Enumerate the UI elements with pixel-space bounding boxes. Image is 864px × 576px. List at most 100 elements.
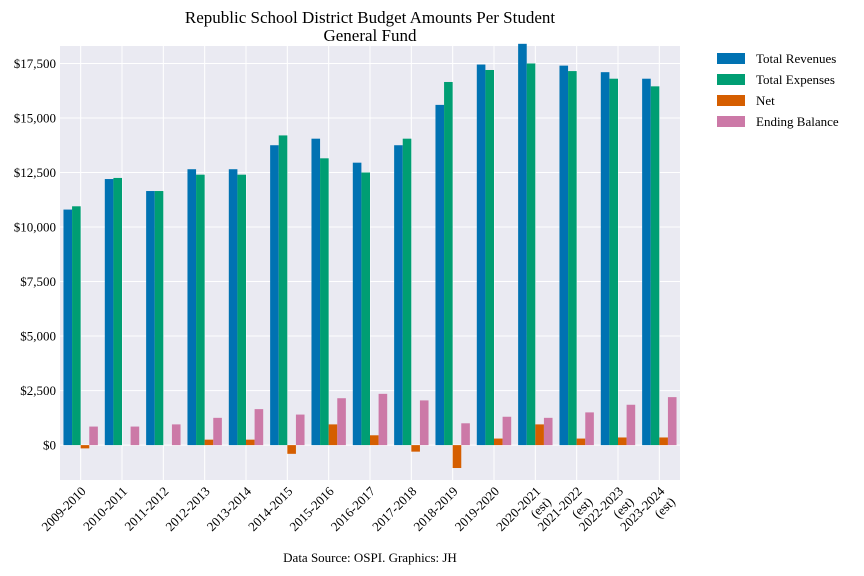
legend-label: Total Expenses [756,72,835,87]
x-tick-label: 2017-2018 [369,484,419,534]
bar-net [246,439,255,446]
bar-total-revenues [476,64,486,446]
bar-total-revenues [104,179,114,446]
x-tick-label: 2012-2013 [162,484,212,534]
legend: Total Revenues Total Expenses Net Ending Ba… [717,51,839,129]
bar-ending-balance [254,409,264,446]
bar-total-revenues [146,191,155,446]
bars [63,43,677,469]
legend-swatch [717,116,745,127]
x-tick-label-text: 2014-2015 [245,484,295,534]
bar-ending-balance [378,393,388,446]
bar-total-expenses [609,78,618,446]
bar-total-expenses [568,71,577,446]
y-tick-label: $10,000 [14,220,56,235]
bar-total-expenses [237,174,246,446]
legend-label: Ending Balance [756,114,839,129]
bar-ending-balance [502,416,512,446]
x-tick-labels: 2009-20102010-20112011-20122012-20132013… [38,483,678,534]
bar-net [535,424,544,446]
x-tick-label-line: 2019-2020 [452,484,502,534]
bar-total-revenues [642,78,651,446]
x-tick-label-text: 2012-2013 [162,484,212,534]
x-tick-label: 2009-2010 [38,484,88,534]
y-tick-label: $15,000 [14,110,56,125]
bar-ending-balance [213,417,222,446]
x-tick-label-text: 2017-2018 [369,484,419,534]
x-tick-label-line: 2009-2010 [38,484,88,534]
x-tick-label: 2014-2015 [245,484,295,534]
bar-ending-balance [337,398,346,446]
bar-total-expenses [113,177,122,446]
bar-net [618,437,627,446]
bar-ending-balance [626,404,636,446]
x-tick-label-line: 2010-2011 [80,484,130,534]
legend-swatch [717,95,745,106]
bar-total-revenues [559,65,569,446]
x-tick-label-line: 2014-2015 [245,484,295,534]
bar-ending-balance [419,400,429,446]
x-tick-label: 2019-2020 [452,484,502,534]
bar-total-expenses [320,158,329,446]
bar-total-revenues [600,72,610,446]
bar-total-expenses [402,138,412,446]
legend-swatch [717,74,745,85]
y-tick-label: $7,500 [20,274,56,289]
bar-ending-balance [130,426,140,446]
y-tick-label: $2,500 [20,383,56,398]
bar-total-expenses [485,69,494,446]
bar-ending-balance [667,397,677,446]
data-source-note: Data Source: OSPI. Graphics: JH [283,550,457,565]
bar-net [287,445,296,454]
bar-total-expenses [650,86,660,446]
bar-total-revenues [228,169,238,446]
bar-total-revenues [435,104,445,446]
bar-net [204,439,214,446]
y-tick-label: $5,000 [20,329,56,344]
bar-ending-balance [171,424,181,446]
bar-total-revenues [518,43,527,446]
x-tick-label-text: 2018-2019 [410,484,460,534]
legend-label: Net [756,93,775,108]
y-tick-label: $12,500 [14,165,56,180]
bar-net [494,438,503,446]
bar-total-expenses [444,81,453,446]
y-tick-labels: $0 $2,500 $5,000 $7,500 $10,000 $12,500 $15,00… [14,56,56,453]
legend-label: Total Revenues [756,51,836,66]
x-tick-label-text: 2009-2010 [38,484,88,534]
bar-total-revenues [187,169,197,446]
bar-net [370,435,379,446]
y-tick-label: $0 [43,438,56,453]
bar-net [452,445,462,469]
bar-ending-balance [543,417,553,446]
bar-ending-balance [89,426,98,446]
chart-subtitle: General Fund [323,26,417,45]
chart-title: Republic School District Budget Amounts … [185,8,555,27]
bar-net [411,445,420,452]
bar-ending-balance [461,423,470,446]
x-tick-label-line: 2012-2013 [162,484,212,534]
x-tick-label: 2018-2019 [410,484,460,534]
x-tick-label-text: 2019-2020 [452,484,502,534]
bar-net [80,445,90,449]
bar-total-revenues [352,162,362,446]
x-tick-label: 2023-2024(est) [617,483,678,534]
y-tick-label: $17,500 [14,56,56,71]
bar-total-revenues [270,145,279,446]
bar-net [659,437,668,446]
bar-total-expenses [72,206,81,446]
bar-total-expenses [278,135,288,446]
bar-total-expenses [361,172,370,446]
bar-total-expenses [526,63,536,446]
bar-ending-balance [585,412,594,446]
x-tick-label-line: 2017-2018 [369,484,419,534]
x-tick-label: 2010-2011 [80,484,130,534]
bar-total-expenses [196,174,205,446]
x-tick-label-text: 2010-2011 [80,484,130,534]
x-tick-label-line: 2018-2019 [410,484,460,534]
bar-net [576,438,586,446]
bar-total-revenues [63,209,73,446]
legend-swatch [717,53,745,64]
bar-net [328,424,338,446]
